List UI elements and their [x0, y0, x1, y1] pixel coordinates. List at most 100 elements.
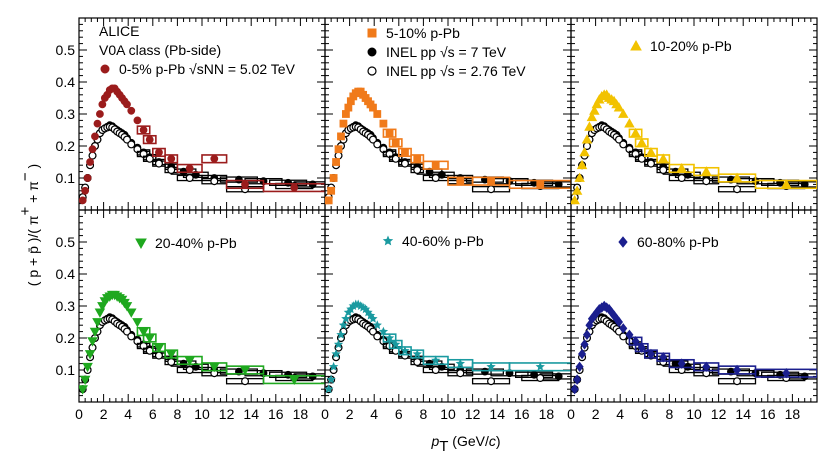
pp-point	[185, 174, 194, 183]
ppb-point	[98, 100, 107, 109]
ppb-point	[239, 366, 251, 376]
ppb-point	[288, 375, 300, 386]
pp-point	[619, 332, 628, 341]
y-tick-label: 0.1	[56, 362, 76, 378]
legend-5-10-marker	[367, 28, 377, 38]
pp-point	[373, 140, 382, 149]
ppb-point	[701, 166, 712, 176]
ppb-point	[88, 145, 97, 154]
pp-point	[373, 332, 382, 341]
ppb-point	[332, 158, 340, 166]
ppb-point	[184, 356, 195, 366]
v0a-class-label: V0A class (Pb-side)	[99, 42, 221, 58]
panel-0-5%: 0.1 0.2 0.3 0.4 0.5	[56, 17, 326, 211]
pp-point	[127, 332, 136, 341]
ppb-point	[79, 196, 87, 205]
legend-5-10-label: 5-10% p-Pb	[386, 25, 460, 41]
panel-5-10%	[324, 17, 572, 211]
legend-40-60-label: 40-60% p-Pb	[402, 233, 484, 249]
x-tick-label: 16	[268, 406, 284, 422]
y-tick-label: 0.4	[56, 266, 76, 282]
x-tick-label: 8	[420, 406, 428, 422]
pp-point	[637, 154, 646, 163]
ppb-point	[79, 385, 88, 395]
ppb-point	[337, 132, 345, 141]
legend-inel-7-label: INEL pp √s = 7 TeV	[386, 44, 507, 60]
ppb-point	[614, 316, 624, 328]
ppb-point	[331, 349, 341, 358]
x-tick-label: 10	[194, 406, 210, 422]
ppb-point	[139, 126, 148, 134]
pp-point	[122, 135, 131, 144]
y-tick-label: 0.4	[56, 74, 76, 90]
ppb-point	[368, 313, 378, 323]
ppb-point	[185, 164, 194, 173]
ppb-point	[326, 374, 336, 384]
ppb-point	[574, 172, 585, 182]
ppb-point	[334, 145, 343, 154]
ppb-point	[86, 158, 94, 166]
pp-point	[391, 154, 400, 163]
y-tick-label: 0.1	[56, 170, 76, 186]
experiment-label: ALICE	[99, 23, 139, 39]
x-tick-label: 18	[293, 406, 309, 422]
ppb-point	[138, 327, 149, 338]
ppb-point	[132, 318, 143, 328]
legend-inel-276-marker	[367, 66, 377, 76]
ppb-point	[571, 194, 580, 205]
ppb-point	[579, 146, 590, 157]
x-tick-label: 4	[370, 406, 378, 422]
y-tick-label: 0.5	[56, 234, 76, 250]
ppb-point	[96, 110, 104, 118]
x-tick-label: 16	[760, 406, 776, 422]
ppb-point	[241, 180, 249, 189]
pp-point	[122, 327, 131, 336]
pp-point	[210, 177, 219, 186]
ppb-point	[145, 135, 154, 144]
ppb-point	[630, 127, 641, 138]
ppb-point	[391, 339, 401, 349]
legend-60-80-label: 60-80% p-Pb	[637, 234, 719, 250]
ppb-point	[535, 361, 545, 371]
y-tick-label: 0.5	[56, 42, 76, 58]
x-tick-label: 0	[567, 406, 575, 422]
x-tick-label: 8	[174, 406, 182, 422]
ppb-point	[339, 119, 348, 128]
y-axis-title: ( p + p̄ )/( π+ + π− )	[17, 164, 42, 286]
x-tick-label: 18	[785, 406, 801, 422]
pp-point	[733, 185, 742, 194]
ppb-point	[358, 302, 368, 312]
x-tick-label: 10	[686, 406, 702, 422]
ppb-point	[327, 186, 336, 195]
legend-inel-7: INEL pp √s = 7 TeV	[367, 44, 507, 60]
pp-point	[431, 366, 440, 375]
pp-point	[400, 159, 409, 168]
ppb-point	[155, 148, 163, 157]
ppb-point	[341, 313, 351, 323]
pp-point	[368, 135, 377, 144]
pp-point	[733, 377, 742, 386]
pp-point	[154, 159, 163, 168]
pp-point	[487, 185, 496, 194]
pp-point	[659, 166, 668, 175]
pp-point	[413, 358, 422, 367]
ppb-point	[91, 132, 99, 141]
ppb-point	[378, 326, 389, 336]
legend-40-60: 40-60% p-Pb	[382, 233, 484, 249]
legend-5-10: 5-10% p-Pb	[367, 25, 460, 41]
x-tick-label: 6	[641, 406, 649, 422]
pp-point	[88, 151, 97, 160]
ppb-point	[83, 174, 92, 182]
ppb-point	[702, 361, 711, 373]
panel-10-20%	[570, 17, 818, 211]
pp-point	[154, 351, 163, 360]
pp-point	[431, 174, 440, 183]
ppb-point	[731, 172, 743, 182]
ppb-point	[431, 161, 440, 170]
ppb-point	[589, 105, 600, 115]
ppb-point	[372, 320, 382, 330]
panel-40-60%: 0 2 4 6 8 10 12 14 16 18	[321, 209, 572, 422]
x-tick-label: 12	[219, 406, 235, 422]
ppb-point	[167, 154, 176, 163]
pp-point	[334, 151, 343, 160]
